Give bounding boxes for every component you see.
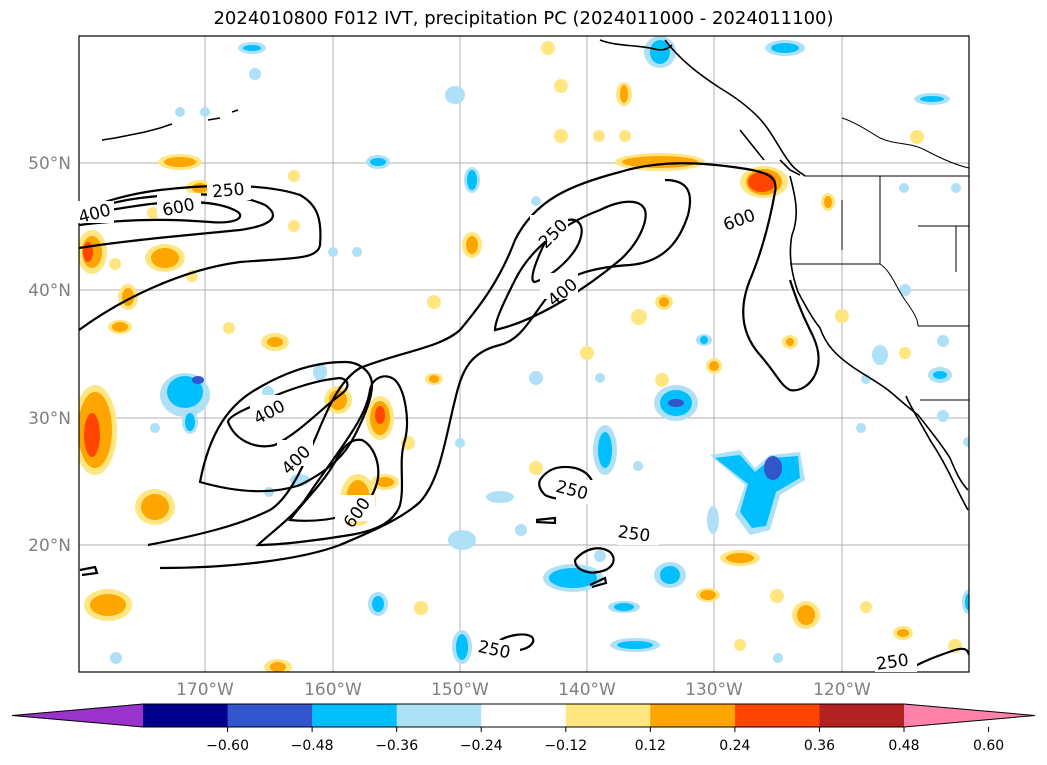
lon-label: 130°W xyxy=(685,680,743,700)
latitude-labels: 50°N 40°N 30°N 20°N xyxy=(28,154,71,556)
precip-positive-areas xyxy=(79,41,962,672)
colorbar-tick-label: 0.12 xyxy=(635,738,666,754)
colorbar-tick-label: −0.24 xyxy=(460,738,503,754)
political-borders xyxy=(790,117,969,401)
contour-label: 250 xyxy=(617,522,652,546)
lat-label: 30°N xyxy=(28,409,71,429)
longitude-labels: 170°W 160°W 150°W 140°W 130°W 120°W xyxy=(176,680,871,700)
colorbar-tick-label: 0.60 xyxy=(973,738,1004,754)
gridlines xyxy=(79,36,969,672)
colorbar-tick-label: −0.12 xyxy=(544,738,587,754)
colorbar-tick-label: 0.36 xyxy=(804,738,835,754)
colorbar: −0.60 −0.48 −0.36 −0.24 −0.12 0.12 0.24 0.36 0.4… xyxy=(11,703,1036,754)
colorbar-segment xyxy=(819,704,905,727)
map-title: 2024010800 F012 IVT, precipitation PC (2… xyxy=(213,8,834,29)
colorbar-outline xyxy=(11,703,1036,728)
colorbar-segment xyxy=(565,704,651,727)
colorbar-segment xyxy=(734,704,820,727)
lat-label: 50°N xyxy=(28,154,71,174)
colorbar-extend-low xyxy=(12,704,143,727)
ivt-contours xyxy=(79,162,969,672)
colorbar-tick-label: −0.60 xyxy=(206,738,249,754)
lon-label: 150°W xyxy=(431,680,489,700)
colorbar-extend-high xyxy=(904,704,1035,727)
lon-label: 120°W xyxy=(813,680,871,700)
colorbar-tick-label: 0.24 xyxy=(719,738,750,754)
coastlines xyxy=(101,39,969,511)
contour-label: 250 xyxy=(875,650,910,674)
colorbar-tick-label: −0.48 xyxy=(291,738,334,754)
lon-label: 170°W xyxy=(176,680,234,700)
lat-label: 40°N xyxy=(28,281,71,301)
colorbar-segment xyxy=(650,704,736,727)
contour-label: 250 xyxy=(211,180,245,203)
lon-label: 140°W xyxy=(558,680,616,700)
lat-label: 20°N xyxy=(28,536,71,556)
colorbar-segment xyxy=(481,704,567,727)
map-frame xyxy=(78,35,970,673)
colorbar-segment xyxy=(312,704,398,727)
colorbar-segment xyxy=(227,704,313,727)
lon-label: 160°W xyxy=(304,680,362,700)
precip-negative-areas xyxy=(110,36,969,664)
colorbar-segment xyxy=(396,704,482,727)
colorbar-segment xyxy=(143,704,229,727)
colorbar-tick-label: −0.36 xyxy=(375,738,418,754)
colorbar-tick-label: 0.48 xyxy=(888,738,919,754)
